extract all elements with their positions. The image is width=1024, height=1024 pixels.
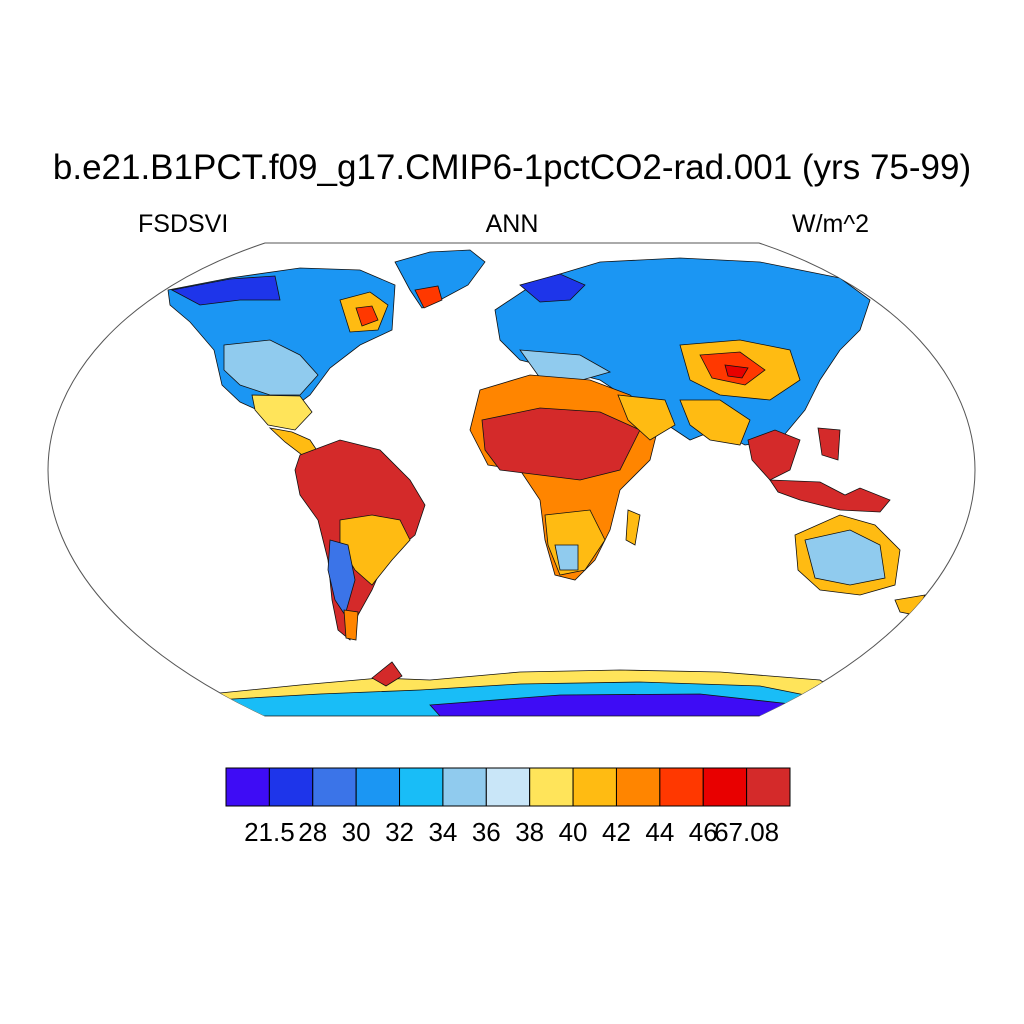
colorbar-tick-label: 42: [601, 817, 631, 847]
antarctica: [199, 661, 851, 716]
colorbar-tick-label: 36: [471, 817, 501, 847]
colorbar-tick-label: 67.08: [714, 817, 780, 847]
colorbar-tick-label: 34: [428, 817, 458, 847]
maritime-continent: [747, 427, 891, 513]
colorbar-tick-label: 28: [298, 817, 328, 847]
colorbar-tick-label: 40: [558, 817, 588, 847]
season-label: ANN: [485, 210, 539, 238]
colorbar-swatch: [268, 767, 314, 807]
south-america: [294, 439, 426, 641]
colorbar-swatch: [399, 767, 444, 807]
colorbar-tick-label: 44: [645, 817, 675, 847]
variable-name: FSDSVI: [138, 210, 229, 238]
colorbar-swatch: [529, 767, 574, 807]
colorbar-swatch: [659, 767, 704, 807]
eurasia: [494, 257, 871, 446]
colorbar-tick-label: 21.5: [244, 817, 295, 847]
colorbar-tick-label: 38: [515, 817, 545, 847]
colorbar-swatch: [225, 767, 270, 807]
colorbar-tick-label: 30: [341, 817, 371, 847]
colorbar-tick-label: 32: [385, 817, 414, 847]
colorbar-swatch: [355, 767, 401, 807]
units-label: W/m^2: [792, 210, 870, 238]
colorbar-swatch: [746, 767, 791, 807]
colorbar-swatch: [702, 767, 748, 807]
colorbar-swatch: [442, 767, 487, 807]
greenland: [394, 249, 486, 309]
colorbar-swatch: [312, 767, 357, 807]
colorbar-swatch: [485, 767, 531, 807]
colorbar-tick-label: 46: [688, 817, 718, 847]
colorbar-swatch: [615, 767, 661, 807]
africa: [469, 374, 676, 581]
colorbar-swatch: [572, 767, 617, 807]
north-america: [167, 267, 396, 456]
plot-title: b.e21.B1PCT.f09_g17.CMIP6-1pctCO2-rad.00…: [52, 148, 972, 187]
